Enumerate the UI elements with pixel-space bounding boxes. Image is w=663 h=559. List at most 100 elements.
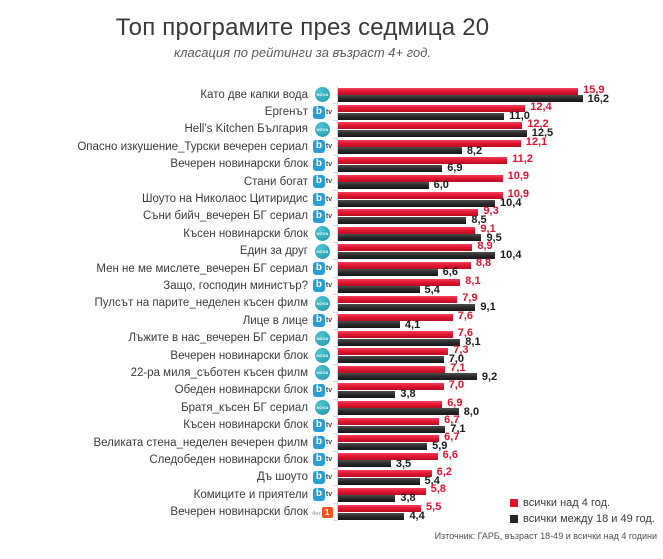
bar-row: Следобеден новинарски блок b tv 6,6 3,5	[0, 449, 663, 470]
bar-all4	[338, 504, 422, 512]
value-label-all4: 10,9	[507, 170, 529, 183]
btv-logo-suffix: tv	[325, 421, 333, 429]
bar-18-49	[338, 443, 428, 450]
value-label-18-49: 10,4	[500, 249, 522, 262]
bars-cell: 12,4 11,0	[333, 101, 663, 122]
btv-channel-icon: b tv	[312, 192, 332, 206]
nova-channel-icon: NOVA	[315, 226, 330, 242]
legend-label-all4: всички над 4 год.	[523, 497, 611, 509]
bar-row: Защо, господин министър? b tv 8,1 5,4	[0, 274, 663, 296]
bar-18-49	[338, 477, 420, 485]
bars-cell: 6,7 5,9	[333, 431, 663, 452]
btv-channel-icon: b tv	[312, 105, 333, 119]
bars-cell: 11,2 6,9	[333, 153, 663, 175]
value-label-all4: 9,3	[483, 205, 499, 218]
bars-cell: 7,3 7,0	[333, 344, 663, 366]
value-label-18-49: 10,4	[500, 196, 522, 209]
btv-logo-box: b	[312, 192, 325, 206]
btv-logo-box: b	[312, 314, 325, 328]
bars-cell: 6,9 8,0	[333, 397, 663, 418]
bar-row: 22-ра миля_съботен късен филм NOVA 7,1 9,2	[0, 362, 663, 383]
bars-cell: 15,9 16,2	[333, 84, 663, 105]
bar-18-49	[338, 425, 446, 433]
bar-all4	[338, 487, 426, 495]
value-label-all4: 8,1	[465, 274, 481, 287]
bar-row: Обеден новинарски блок b tv 7,0 3,8	[0, 379, 663, 400]
value-label-all4: 10,9	[507, 187, 529, 200]
btv-logo-suffix: tv	[325, 456, 333, 464]
program-label: Следобеден новинарски блок	[149, 453, 308, 466]
bar-row: Лъжите в нас_вечерен БГ сериал NOVA 7,6 8,1	[0, 326, 663, 348]
btv-logo-box: b	[312, 209, 325, 223]
bar-row: Братя_късен БГ сериал NOVA 6,9 8,0	[0, 397, 663, 418]
bar-rows-container: Като две капки вода NOVA 15,9 16,2 Ергенът b t…	[0, 84, 663, 522]
bar-row: Ергенът b tv 12,4 11,0	[0, 101, 663, 122]
bar-row: Късен новинарски блок NOVA 9,1 9,5	[0, 223, 663, 244]
value-label-all4: 12,1	[525, 135, 548, 148]
program-label: Hell’s Kitchen България	[184, 123, 309, 136]
bar-row: Късен новинарски блок b tv 6,7 7,1	[0, 414, 663, 435]
bar-all4	[338, 191, 503, 199]
program-label: Защо, господин министър?	[163, 279, 308, 292]
channel-icon-cell: b tv	[308, 279, 337, 293]
legend-item-all4: всички над 4 год.	[510, 495, 655, 511]
btv-logo-suffix: tv	[325, 439, 333, 446]
btv-channel-icon: b tv	[312, 470, 333, 484]
value-label-18-49: 6,6	[442, 266, 458, 279]
channel-icon-cell: b tv	[308, 488, 337, 502]
btv-logo-suffix: tv	[325, 473, 333, 481]
bars-cell: 10,9 10,4	[333, 187, 663, 209]
btv-logo-box: b	[312, 383, 325, 397]
channel-icon-cell: b tv	[308, 314, 337, 328]
bar-row: Един за друг NOVA 8,9 10,4	[0, 240, 663, 262]
bars-cell: 7,6 8,1	[333, 326, 663, 348]
btv-logo-box: b	[312, 453, 325, 467]
program-label: Като две капки вода	[200, 88, 308, 101]
program-label: Съни бийч_вечерен БГ сериал	[142, 210, 308, 223]
program-label: Лице в лице	[242, 314, 308, 327]
bars-cell: 7,6 4,1	[333, 310, 663, 331]
btv-logo-box: b	[312, 157, 325, 171]
bar-row: Дъ шоуто b tv 6,2 5,4	[0, 466, 663, 487]
channel-icon-cell: NOVA	[308, 348, 337, 364]
value-label-18-49: 4,4	[409, 509, 425, 522]
bar-18-49	[338, 338, 461, 346]
value-label-18-49: 8,2	[466, 144, 483, 157]
value-label-all4: 7,6	[457, 326, 474, 339]
btv-logo-suffix: tv	[325, 160, 333, 168]
value-label-18-49: 7,0	[448, 353, 464, 366]
channel-icon-cell: NOVA	[308, 295, 337, 311]
bar-all4	[338, 452, 438, 460]
bars-cell: 10,9 6,0	[333, 170, 663, 191]
btv-channel-icon: b tv	[312, 279, 332, 293]
program-label: Великата стена_неделен вечерен филм	[93, 436, 309, 449]
btv-channel-icon: b tv	[312, 140, 332, 154]
program-label: Вечерен новинарски блок	[170, 158, 308, 171]
program-label: Шоуто на Николаос Цитиридис	[141, 193, 308, 206]
btv-channel-icon: b tv	[312, 209, 332, 223]
bar-18-49	[338, 147, 462, 155]
bar-all4	[338, 435, 440, 443]
bar-18-49	[338, 495, 396, 503]
btv-logo-suffix: tv	[325, 108, 333, 116]
program-label: Късен новинарски блок	[183, 419, 308, 432]
legend-label-18-49: всички между 18 и 49 год.	[523, 513, 655, 525]
bars-cell: 9,1 9,5	[333, 223, 663, 244]
program-label: 22-ра миля_съботен късен филм	[130, 366, 308, 379]
bars-cell: 8,9 10,4	[333, 240, 663, 262]
bar-18-49	[338, 234, 482, 242]
btv-channel-icon: b tv	[312, 488, 332, 502]
nova-channel-icon: NOVA	[315, 87, 330, 103]
btv-logo-box: b	[312, 418, 325, 432]
channel-icon-cell: b tv	[308, 192, 337, 206]
btv-logo-box: b	[312, 436, 325, 449]
value-label-18-49: 6,9	[447, 162, 463, 175]
value-label-18-49: 4,1	[404, 318, 421, 331]
program-label: Вечерен новинарски блок	[170, 349, 308, 362]
bar-18-49	[338, 321, 400, 329]
chart-header: Топ програмите през седмица 20 класация …	[0, 14, 605, 60]
bars-cell: 7,9 9,1	[333, 292, 663, 313]
bars-cell: 5,5 4,4	[333, 501, 663, 522]
bar-all4	[338, 313, 453, 321]
bar-18-49	[338, 112, 505, 120]
